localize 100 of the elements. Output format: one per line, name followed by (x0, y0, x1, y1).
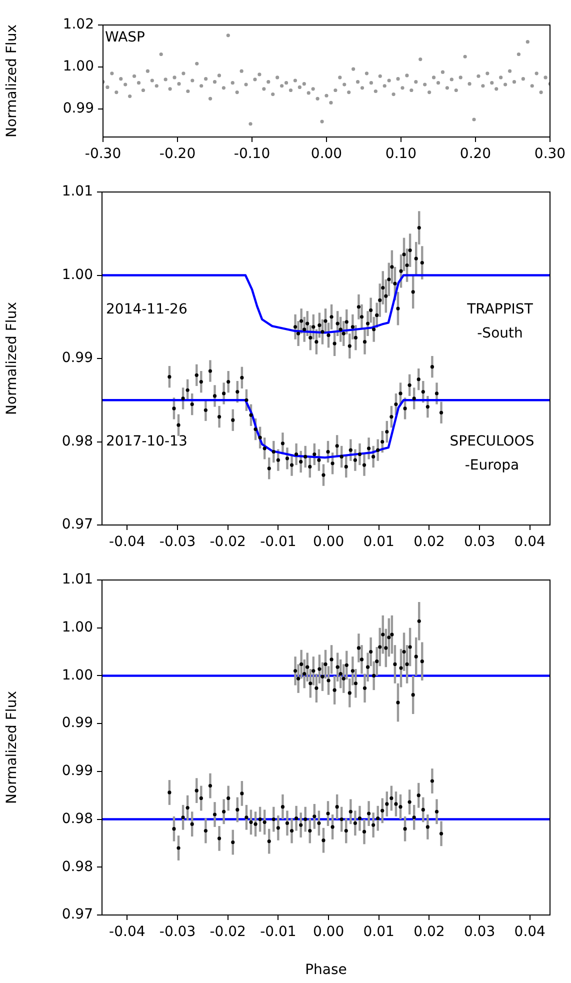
point (324, 662, 328, 666)
point (366, 322, 370, 326)
point (342, 676, 346, 680)
point (306, 322, 310, 326)
point (366, 665, 370, 669)
point (399, 666, 403, 670)
point (302, 328, 306, 332)
point (336, 665, 340, 669)
x-tick-label: -0.01 (260, 534, 296, 550)
x-tick-label: -0.02 (210, 924, 246, 940)
point (312, 325, 316, 329)
point (396, 306, 400, 310)
point (344, 320, 348, 324)
point (408, 248, 412, 252)
point (381, 286, 385, 290)
point (314, 340, 318, 344)
x-tick-label: -0.03 (159, 924, 196, 940)
point (354, 336, 358, 340)
y-tick-label: 1.00 (62, 266, 93, 283)
point (330, 658, 334, 662)
annotation: 2017-10-13 (106, 434, 188, 450)
y-tick-label: 1.00 (62, 620, 93, 636)
point (330, 315, 334, 319)
x-tick-label: 0.00 (312, 924, 344, 940)
x-tick-label: 0.30 (534, 146, 566, 162)
point (417, 226, 421, 230)
point (375, 313, 379, 318)
x-axis-title: Phase (305, 962, 347, 978)
point (417, 619, 421, 623)
point (296, 676, 300, 680)
point (402, 252, 406, 256)
y-tick-label: 0.97 (62, 906, 93, 923)
point (293, 325, 298, 329)
point (420, 260, 424, 265)
x-tick-label: 0.00 (310, 146, 342, 162)
x-tick-label: -0.20 (159, 146, 196, 162)
point (338, 672, 342, 676)
x-tick-label: 0.04 (514, 534, 546, 550)
point (360, 658, 364, 662)
point (338, 328, 342, 332)
y-axis-title: Normalized Flux (4, 302, 20, 415)
point (372, 674, 376, 678)
y-tick-label: 0.98 (62, 433, 93, 450)
point (350, 325, 354, 329)
point (296, 332, 300, 336)
point (375, 660, 379, 664)
y-tick-label: 1.01 (62, 572, 93, 588)
x-tick-label: 0.20 (460, 146, 492, 162)
point (384, 646, 388, 650)
x-tick-label: -0.02 (210, 534, 246, 550)
x-tick-label: -0.01 (260, 924, 296, 940)
y-tick-label: 0.99 (62, 350, 93, 366)
point (312, 669, 316, 673)
point (420, 660, 424, 664)
point (354, 682, 358, 686)
y-tick-label: 0.97 (62, 516, 93, 533)
annotation: SPECULOOS -Europa (450, 434, 534, 474)
point (326, 333, 330, 337)
y-tick-label: 0.99 (62, 763, 93, 780)
point (326, 678, 330, 682)
point (342, 332, 346, 336)
x-tick-label: 0.02 (414, 924, 445, 940)
y-tick-label: 1.01 (62, 184, 93, 200)
point (387, 278, 391, 282)
point (402, 650, 406, 654)
x-tick-label: -0.04 (109, 924, 146, 940)
point (300, 662, 304, 666)
point (378, 645, 382, 649)
x-tick-label: 0.03 (464, 534, 496, 550)
point (387, 636, 391, 640)
point (308, 336, 312, 340)
point (318, 323, 322, 327)
point (405, 662, 409, 666)
point (414, 256, 418, 260)
point (411, 693, 415, 697)
point (393, 282, 397, 286)
point (332, 342, 336, 346)
point (372, 328, 376, 332)
point (350, 669, 354, 673)
point (362, 340, 367, 344)
point (369, 308, 373, 312)
point (300, 319, 304, 323)
point (414, 654, 418, 658)
point (393, 662, 397, 666)
point (390, 265, 394, 269)
point (332, 688, 336, 692)
point (411, 290, 415, 294)
point (344, 663, 348, 667)
x-tick-label: 0.10 (385, 146, 417, 162)
point (320, 330, 324, 334)
y-axis-title: Normalized Flux (4, 24, 20, 138)
annotation: WASP (105, 30, 145, 46)
point (293, 669, 298, 673)
y-tick-label: 1.02 (62, 16, 94, 33)
point (405, 263, 409, 268)
point (399, 269, 403, 273)
point (362, 686, 367, 690)
x-tick-label: 0.01 (363, 924, 394, 940)
x-tick-label: 0.00 (312, 534, 344, 550)
x-tick-label: -0.10 (234, 146, 270, 162)
